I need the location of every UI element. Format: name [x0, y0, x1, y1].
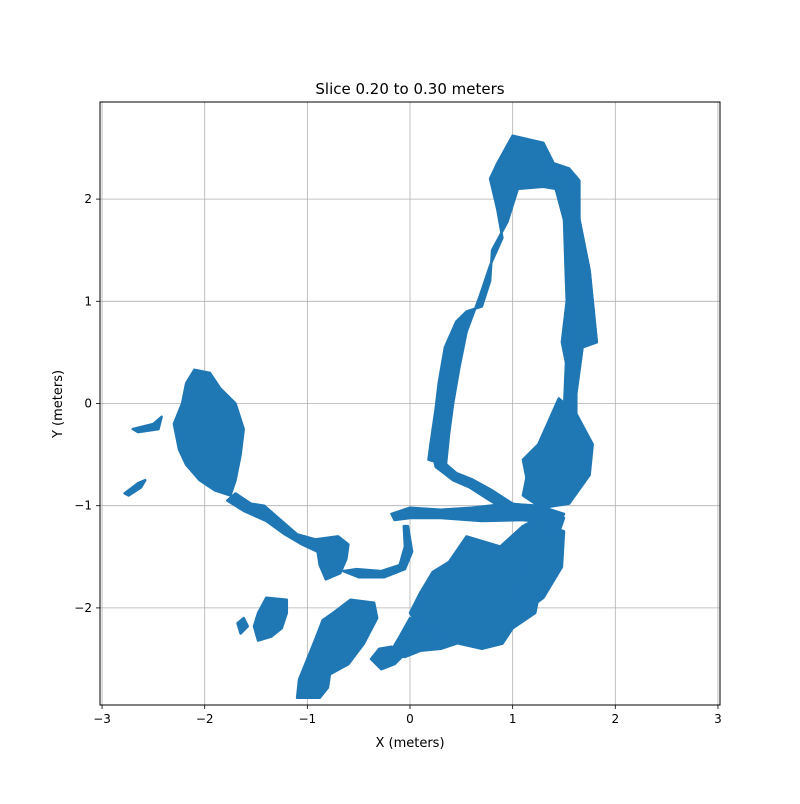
point-cluster — [516, 524, 566, 615]
grid-lines — [100, 102, 720, 705]
point-cluster — [408, 509, 566, 651]
y-tick-label: −1 — [74, 499, 92, 513]
y-tick-label: 2 — [84, 192, 92, 206]
axis-ticks: −3 −2 −1 0 1 2 3 −2 −1 0 1 2 — [74, 192, 721, 726]
data-points — [123, 134, 599, 700]
point-cluster — [295, 598, 379, 700]
point-cluster — [252, 596, 289, 642]
point-cluster — [369, 645, 407, 671]
x-tick-label: −2 — [196, 712, 214, 726]
point-cluster — [226, 492, 350, 581]
x-tick-label: −3 — [93, 712, 111, 726]
point-cluster — [131, 415, 163, 434]
point-cluster — [172, 368, 245, 497]
point-cluster — [342, 524, 414, 579]
y-tick-label: 0 — [84, 397, 92, 411]
y-axis-label: Y (meters) — [51, 370, 66, 439]
y-tick-label: 1 — [84, 294, 92, 308]
x-tick-label: 2 — [611, 712, 619, 726]
x-tick-label: 3 — [714, 712, 722, 726]
point-cluster — [388, 616, 458, 659]
point-cluster — [521, 397, 594, 509]
chart-title: Slice 0.20 to 0.30 meters — [315, 80, 504, 98]
point-cluster — [544, 167, 599, 395]
point-cluster — [123, 478, 147, 497]
point-cluster — [236, 616, 250, 635]
x-tick-label: 1 — [509, 712, 517, 726]
x-tick-label: 0 — [406, 712, 414, 726]
x-axis-label: X (meters) — [375, 736, 444, 751]
y-tick-label: −2 — [74, 601, 92, 615]
x-tick-label: −1 — [298, 712, 316, 726]
